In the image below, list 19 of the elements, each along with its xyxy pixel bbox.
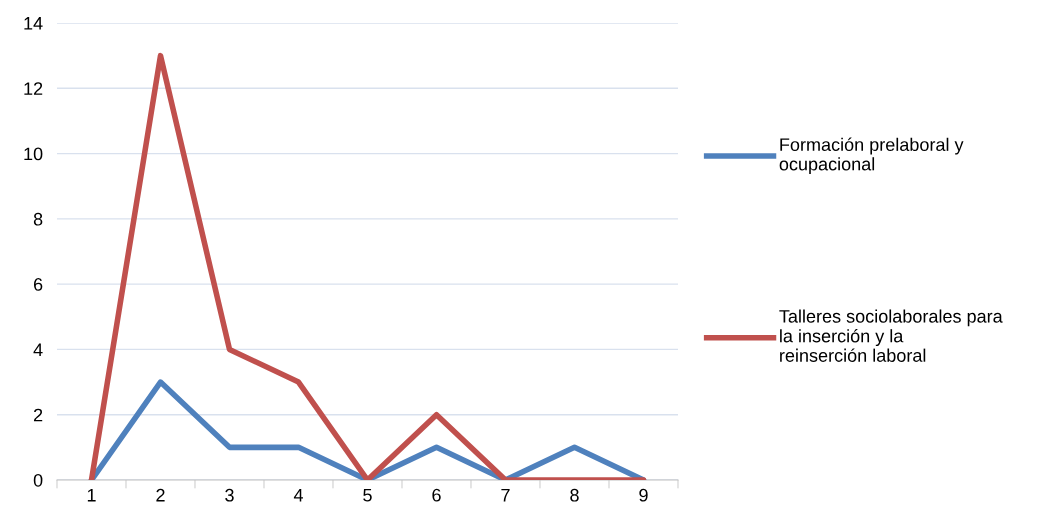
y-tick-label: 0 [33, 473, 43, 487]
x-tick-label: 5 [363, 489, 372, 502]
legend-label: Formación prelaboral y ocupacional [779, 137, 964, 175]
y-tick-label: 12 [24, 82, 43, 95]
x-tick-label: 6 [432, 488, 441, 502]
x-tick-label: 7 [501, 489, 510, 502]
y-tick-label: 6 [33, 278, 43, 291]
x-tick-label: 4 [293, 489, 303, 502]
x-tick-label: 9 [639, 488, 648, 502]
y-tick-label: 2 [33, 408, 43, 422]
y-tick-label: 10 [24, 147, 43, 161]
y-tick-label: 14 [24, 17, 43, 30]
x-tick-label: 3 [225, 488, 234, 502]
y-tick-label: 8 [33, 212, 43, 226]
y-tick-label: 4 [33, 343, 43, 356]
x-tick-label: 8 [570, 488, 579, 502]
x-tick-label: 2 [156, 488, 165, 502]
x-tick-label: 1 [87, 489, 96, 502]
legend-label: Talleres sociolaborales para la inserción y la reinserción laboral [779, 309, 1003, 362]
